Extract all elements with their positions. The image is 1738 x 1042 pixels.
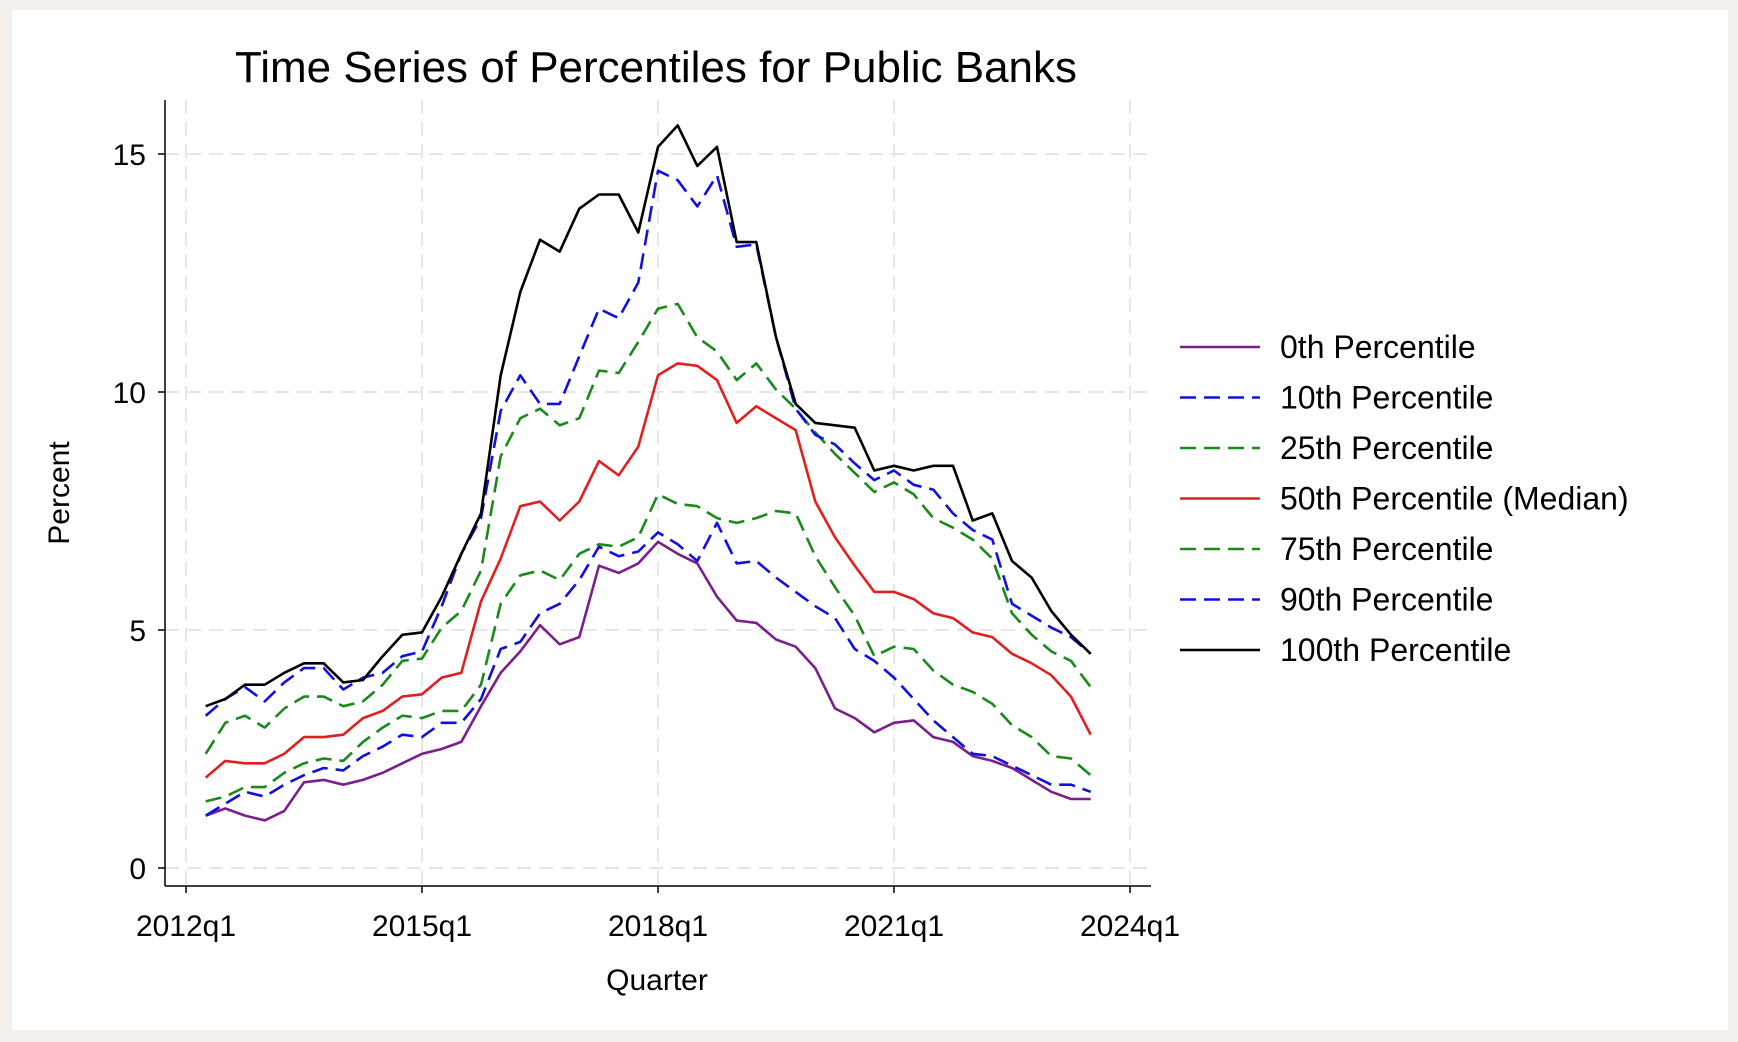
series-line-4 bbox=[204, 302, 1092, 755]
x-tick-label: 2021q1 bbox=[844, 910, 944, 943]
legend-label: 90th Percentile bbox=[1280, 582, 1493, 618]
legend-label: 50th Percentile (Median) bbox=[1280, 481, 1629, 517]
series-line-1 bbox=[205, 521, 1092, 817]
series-line-3 bbox=[204, 362, 1092, 779]
legend-label: 0th Percentile bbox=[1280, 329, 1476, 365]
x-tick-label: 2018q1 bbox=[608, 910, 708, 943]
grid-lines bbox=[165, 100, 1151, 886]
y-axis-label: Percent bbox=[43, 441, 76, 545]
series-line-2 bbox=[205, 492, 1092, 803]
series-layer bbox=[204, 124, 1092, 822]
series-line-6 bbox=[205, 124, 1092, 708]
x-tick-label: 2012q1 bbox=[136, 910, 236, 943]
y-tick-label: 15 bbox=[113, 139, 146, 172]
legend-label: 10th Percentile bbox=[1280, 380, 1493, 416]
legend-label: 25th Percentile bbox=[1280, 430, 1493, 466]
y-tick-label: 5 bbox=[129, 615, 146, 648]
x-ticks: 2012q1 2015q1 2018q1 2021q1 2024q1 bbox=[136, 886, 1180, 943]
x-axis-label: Quarter bbox=[606, 964, 708, 997]
legend-label: 75th Percentile bbox=[1280, 531, 1493, 567]
x-tick-label: 2015q1 bbox=[372, 910, 472, 943]
x-tick-label: 2024q1 bbox=[1080, 910, 1180, 943]
y-tick-label: 0 bbox=[129, 853, 146, 886]
y-ticks: 0 5 10 15 bbox=[113, 139, 165, 886]
legend: 0th Percentile 10th Percentile 25th Percen… bbox=[1180, 329, 1629, 668]
plot-area bbox=[165, 100, 1151, 886]
chart-title: Time Series of Percentiles for Public Ba… bbox=[235, 43, 1077, 92]
legend-label: 100th Percentile bbox=[1280, 632, 1511, 668]
y-tick-label: 10 bbox=[113, 377, 146, 410]
series-line-0 bbox=[205, 540, 1091, 822]
